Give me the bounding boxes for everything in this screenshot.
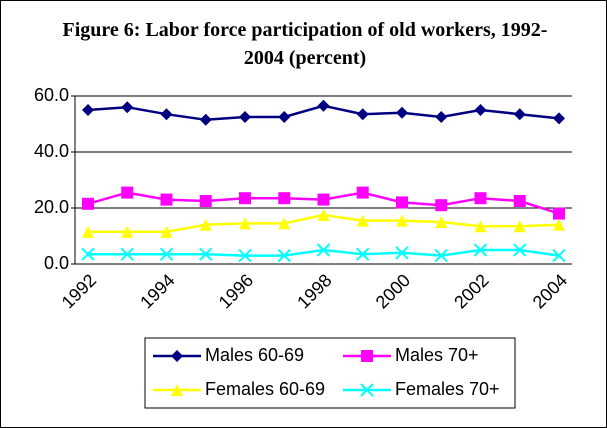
marker [159, 247, 174, 261]
marker [473, 243, 488, 257]
marker [435, 111, 448, 123]
marker [356, 214, 369, 227]
marker [199, 247, 213, 261]
marker [513, 108, 526, 121]
marker [239, 111, 251, 123]
marker [199, 195, 212, 207]
marker [171, 350, 183, 362]
marker [360, 383, 374, 397]
marker [278, 192, 291, 205]
marker [160, 225, 173, 238]
marker [356, 247, 370, 261]
marker [121, 186, 134, 199]
marker [396, 106, 408, 119]
marker [317, 209, 330, 221]
marker [199, 113, 212, 126]
marker [474, 192, 487, 205]
marker [120, 247, 134, 261]
y-tick-label: 60.0 [34, 85, 69, 105]
legend-label: Males 60-69 [205, 345, 304, 365]
marker [278, 111, 291, 123]
marker [81, 247, 95, 261]
marker [121, 101, 134, 114]
legend-label: Males 70+ [395, 345, 479, 365]
marker [434, 248, 448, 263]
marker [553, 218, 565, 231]
marker [316, 243, 331, 257]
y-tick-label: 0.0 [44, 253, 69, 273]
marker [356, 186, 369, 199]
marker [513, 220, 526, 233]
marker [474, 220, 487, 233]
marker [199, 218, 212, 231]
marker [513, 243, 527, 257]
chart-title: Figure 6: Labor force participation of o… [62, 19, 548, 69]
legend-label: Females 70+ [395, 379, 500, 399]
marker [277, 248, 291, 263]
legend-label: Females 60-69 [205, 379, 325, 399]
marker [121, 225, 134, 238]
marker [356, 108, 369, 121]
marker [160, 108, 173, 121]
y-tick-label: 40.0 [34, 141, 69, 161]
marker [238, 248, 252, 263]
marker [82, 197, 94, 210]
marker [317, 99, 330, 112]
marker [278, 217, 291, 230]
marker [239, 192, 251, 205]
marker [239, 217, 251, 230]
marker [435, 199, 448, 212]
marker [396, 214, 408, 227]
marker [435, 216, 448, 228]
y-tick-label: 20.0 [34, 197, 69, 217]
marker [82, 225, 94, 238]
marker [361, 350, 373, 362]
marker [474, 104, 487, 116]
marker [396, 196, 408, 209]
marker [553, 207, 565, 220]
legend-box [144, 337, 516, 409]
marker [513, 195, 526, 207]
marker [317, 193, 330, 206]
marker [171, 384, 183, 396]
marker [82, 104, 94, 116]
marker [160, 193, 173, 206]
marker [553, 112, 565, 125]
marker [395, 246, 409, 260]
marker [552, 248, 566, 263]
